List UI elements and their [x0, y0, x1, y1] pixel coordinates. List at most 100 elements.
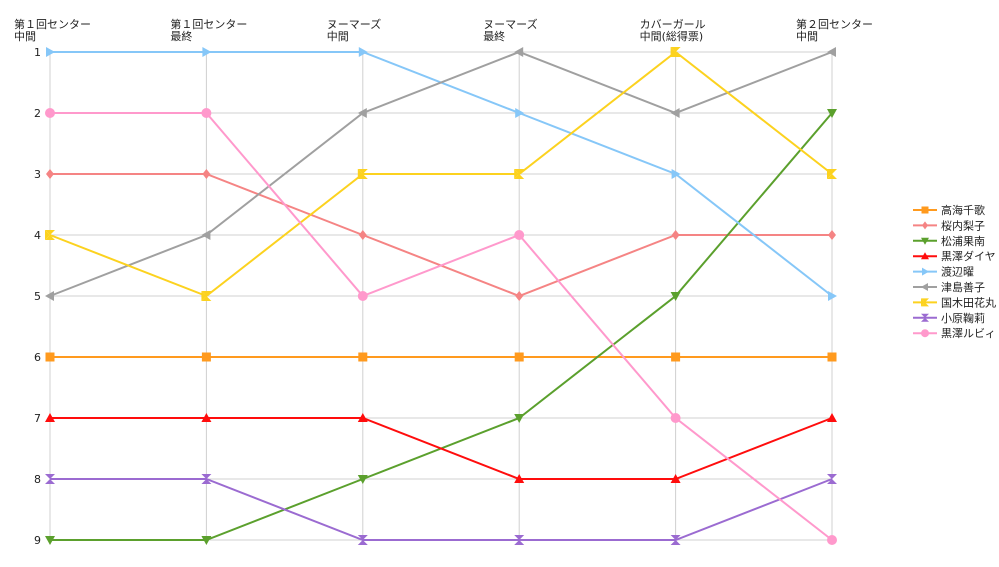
- marker-bowtie: [357, 169, 363, 179]
- y-tick-label: 9: [34, 534, 41, 547]
- marker-square: [827, 352, 837, 362]
- y-axis-labels: 1 2 3 4 5 6 7 8 9: [34, 46, 41, 547]
- marker-triangle-up: [45, 413, 55, 422]
- series-9: [45, 108, 837, 545]
- marker-bowtie: [45, 230, 50, 240]
- marker-triangle-right: [671, 169, 681, 179]
- legend-item: 国木田花丸: [913, 296, 996, 309]
- legend-item: 小原鞠莉: [913, 311, 985, 325]
- x-tick-label: カバーガール: [640, 18, 706, 31]
- series-7: [45, 47, 837, 301]
- marker-triangle-left: [45, 291, 54, 301]
- legend-label: 国木田花丸: [941, 296, 996, 309]
- legend-item: 黒澤ダイヤ: [913, 249, 996, 263]
- marker-diamond: [202, 169, 211, 179]
- marker-square: [45, 352, 55, 362]
- marker-hourglass: [201, 474, 212, 484]
- marker-triangle-right: [828, 291, 837, 301]
- marker-triangle-down: [201, 536, 212, 545]
- marker-circle: [357, 291, 368, 301]
- x-tick-label: ヌーマーズ: [327, 17, 381, 31]
- marker-square: [921, 206, 929, 214]
- series-8: [45, 474, 837, 545]
- x-tick-label: 第１回センター: [14, 17, 91, 31]
- marker-triangle-down: [45, 536, 55, 545]
- legend-label: 渡辺曜: [941, 265, 974, 279]
- y-tick-label: 7: [34, 412, 41, 425]
- marker-circle: [45, 108, 55, 118]
- series-line: [50, 478, 833, 541]
- marker-square: [671, 352, 681, 362]
- marker-bowtie: [670, 47, 681, 57]
- legend-item: 渡辺曜: [913, 265, 974, 279]
- legend-label: 高海千歌: [941, 203, 985, 217]
- marker-hourglass: [357, 535, 368, 545]
- marker-triangle-right: [202, 47, 212, 57]
- marker-bowtie: [201, 291, 207, 301]
- legend-item: 津島善子: [913, 280, 985, 294]
- marker-circle: [201, 108, 212, 118]
- x-axis-labels: 第１回センター中間第１回センター最終ヌーマーズ中間ヌーマーズ最終カバーガール中間…: [14, 17, 873, 43]
- marker-diamond: [828, 230, 836, 240]
- marker-diamond: [46, 169, 54, 179]
- series-line: [50, 112, 833, 541]
- marker-square: [514, 352, 524, 362]
- series-1: [45, 352, 837, 362]
- marker-triangle-right: [922, 267, 929, 276]
- marker-bowtie: [514, 169, 525, 179]
- grid: [49, 51, 833, 541]
- marker-bowtie: [514, 169, 520, 179]
- x-tick-label: ヌーマーズ: [483, 17, 537, 31]
- marker-bowtie: [670, 47, 676, 57]
- marker-circle: [514, 230, 525, 240]
- marker-triangle-up: [514, 474, 525, 483]
- legend-label: 黒澤ルビィ: [941, 327, 996, 340]
- y-tick-label: 4: [34, 229, 41, 242]
- legend-label: 黒澤ダイヤ: [941, 249, 996, 263]
- marker-triangle-down: [670, 292, 681, 301]
- legend-label: 松浦果南: [941, 234, 985, 248]
- y-tick-label: 5: [34, 290, 41, 303]
- legend-item: 高海千歌: [913, 203, 985, 217]
- series-line: [50, 417, 833, 480]
- marker-triangle-left: [357, 108, 367, 118]
- marker-diamond: [922, 221, 928, 230]
- marker-hourglass: [921, 313, 929, 322]
- legend-item: 黒澤ルビィ: [913, 327, 996, 340]
- marker-triangle-down: [357, 475, 368, 484]
- marker-triangle-up: [357, 413, 368, 422]
- series-4: [45, 413, 837, 483]
- legend-item: 松浦果南: [913, 234, 985, 248]
- x-tick-label: 第１回センター: [170, 17, 247, 31]
- marker-diamond: [358, 230, 367, 240]
- marker-triangle-left: [670, 108, 680, 118]
- marker-triangle-right: [515, 108, 525, 118]
- marker-triangle-up: [827, 413, 837, 422]
- marker-circle: [827, 535, 837, 545]
- marker-triangle-down: [921, 237, 929, 245]
- marker-circle: [670, 413, 681, 423]
- marker-diamond: [671, 230, 680, 240]
- y-tick-label: 8: [34, 473, 41, 486]
- marker-bowtie: [201, 291, 212, 301]
- marker-triangle-right: [46, 47, 55, 57]
- legend-label: 小原鞠莉: [941, 311, 985, 325]
- marker-circle: [921, 329, 929, 338]
- x-tick-label: 最終: [170, 29, 192, 43]
- x-tick-label: 最終: [483, 29, 505, 43]
- marker-triangle-left: [921, 283, 928, 291]
- y-tick-label: 1: [34, 46, 41, 59]
- marker-square: [201, 352, 211, 362]
- x-tick-label: 中間: [327, 30, 349, 43]
- marker-triangle-left: [514, 47, 524, 57]
- series-lines: [45, 47, 837, 545]
- x-tick-label: 中間(総得票): [640, 29, 704, 43]
- marker-bowtie: [357, 169, 368, 179]
- marker-bowtie: [921, 298, 925, 307]
- x-tick-label: 中間: [796, 30, 818, 43]
- series-line: [50, 112, 833, 541]
- marker-hourglass: [45, 474, 55, 484]
- marker-triangle-down: [514, 414, 525, 423]
